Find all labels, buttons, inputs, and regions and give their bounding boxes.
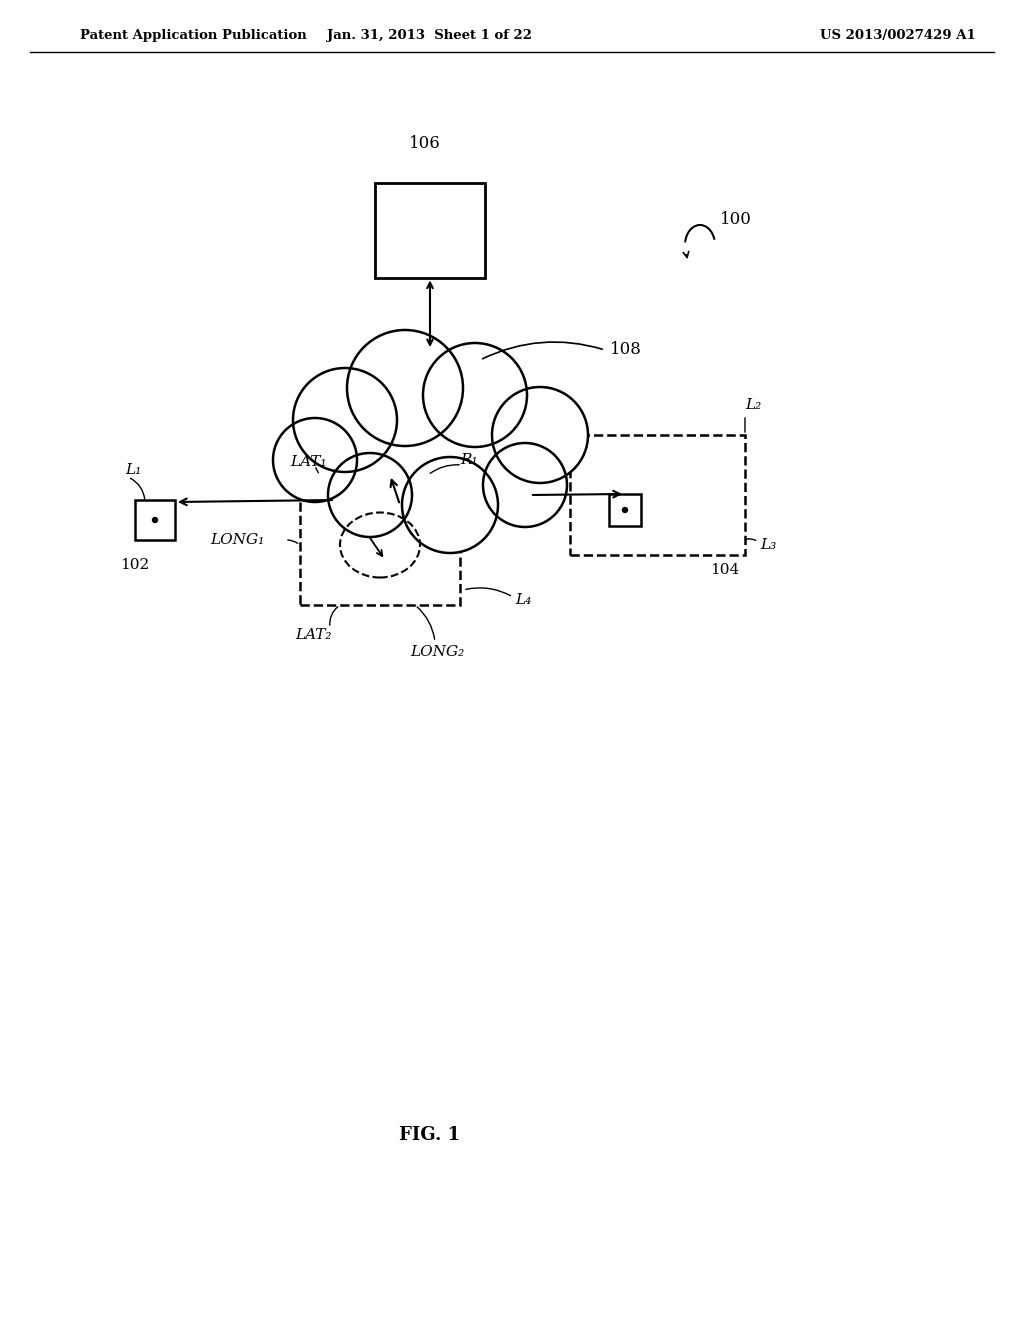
Text: Patent Application Publication: Patent Application Publication (80, 29, 307, 41)
Text: FIG. 1: FIG. 1 (399, 1126, 461, 1144)
Circle shape (293, 368, 397, 473)
Circle shape (153, 517, 158, 523)
Circle shape (492, 387, 588, 483)
Text: R₁: R₁ (460, 453, 477, 467)
Text: US 2013/0027429 A1: US 2013/0027429 A1 (820, 29, 976, 41)
Text: 108: 108 (610, 342, 642, 359)
Text: 102: 102 (120, 558, 150, 572)
Text: L₁: L₁ (125, 463, 141, 477)
Circle shape (273, 418, 357, 502)
Text: 106: 106 (410, 136, 441, 153)
Text: LAT₂: LAT₂ (295, 628, 332, 642)
Bar (570, 436, 745, 554)
Text: Jan. 31, 2013  Sheet 1 of 22: Jan. 31, 2013 Sheet 1 of 22 (328, 29, 532, 41)
Bar (300, 475, 460, 605)
Circle shape (347, 330, 463, 446)
Bar (135, 500, 175, 540)
Circle shape (483, 444, 567, 527)
Text: L₄: L₄ (515, 593, 531, 607)
Bar (375, 182, 485, 277)
Circle shape (623, 507, 628, 512)
Text: 100: 100 (720, 211, 752, 228)
Circle shape (402, 457, 498, 553)
Circle shape (423, 343, 527, 447)
Text: LONG₂: LONG₂ (410, 645, 464, 659)
Bar (609, 494, 641, 525)
Circle shape (355, 375, 505, 525)
Text: LAT₁: LAT₁ (290, 455, 327, 469)
Text: L₃: L₃ (760, 539, 776, 552)
Text: 104: 104 (710, 564, 739, 577)
Text: L₂: L₂ (745, 399, 761, 412)
Circle shape (328, 453, 412, 537)
Text: LONG₁: LONG₁ (210, 533, 264, 546)
